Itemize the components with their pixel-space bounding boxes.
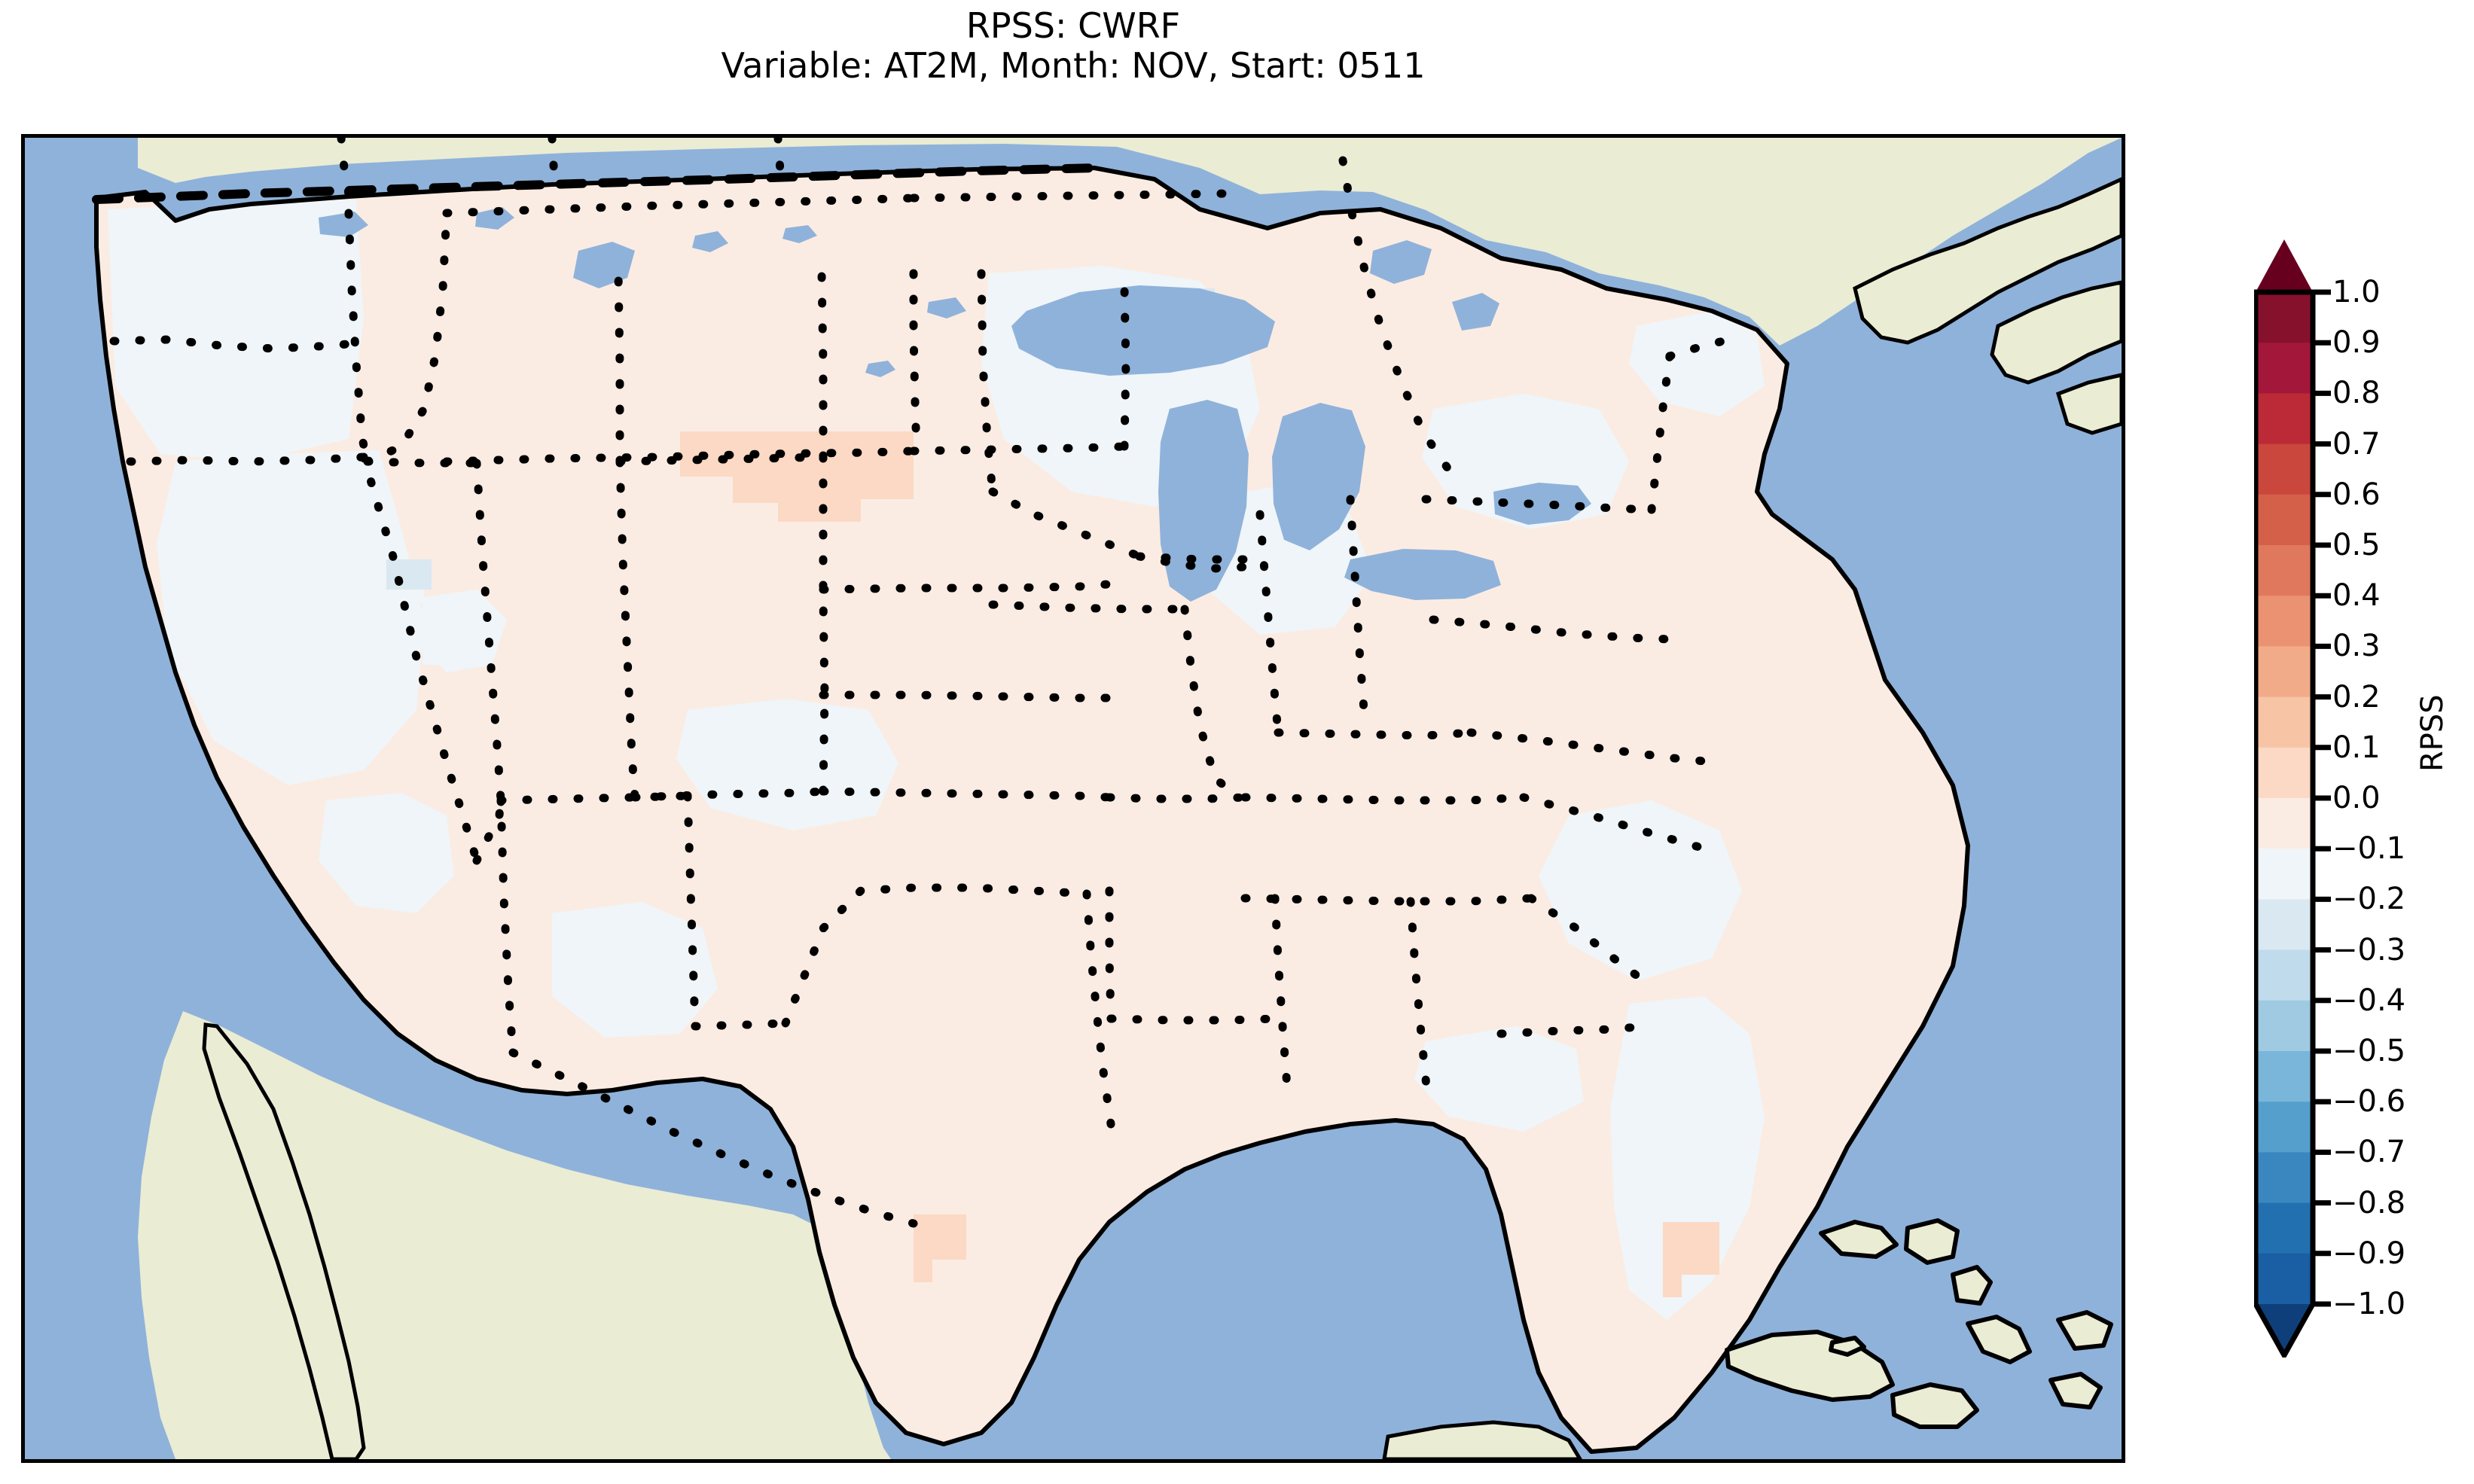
colorbar-tick-label: 0.7 — [2332, 426, 2381, 462]
colorbar-tick-label: 0.1 — [2332, 730, 2381, 765]
colorbar-tick-label: −0.9 — [2332, 1236, 2406, 1271]
colorbar-swatches — [2254, 239, 2331, 1358]
colorbar-tick-label: 1.0 — [2332, 275, 2381, 309]
map-canvas — [25, 138, 2122, 1459]
canada-province-borders — [337, 138, 1453, 474]
colorbar-band — [2256, 696, 2313, 748]
colorbar-band — [2256, 393, 2313, 445]
mexico-landmass — [138, 1011, 1582, 1459]
colorbar-extend-over — [2256, 239, 2313, 292]
colorbar-band — [2256, 545, 2313, 596]
colorbar-tick-label: −0.6 — [2332, 1084, 2406, 1120]
international-border — [92, 163, 1099, 204]
colorbar-tick-label: −0.7 — [2332, 1135, 2406, 1170]
colorbar-axis-label: RPSS — [2415, 694, 2450, 772]
colorbar-band — [2256, 949, 2313, 1001]
colorbar-band — [2256, 1102, 2313, 1153]
colorbar-band — [2256, 1000, 2313, 1052]
caribbean-islands — [1725, 1218, 2113, 1429]
colorbar-ticks — [2313, 289, 2331, 1307]
colorbar-band — [2256, 494, 2313, 546]
state-borders — [109, 189, 1740, 1228]
colorbar-tick-label: 0.6 — [2332, 477, 2381, 512]
colorbar-tick-label: −0.3 — [2332, 932, 2406, 967]
colorbar-tick-label: −0.1 — [2332, 831, 2406, 867]
figure-title: RPSS: CWRF Variable: AT2M, Month: NOV, S… — [21, 5, 2125, 87]
colorbar-band — [2256, 747, 2313, 799]
great-lakes — [319, 207, 1591, 602]
colorbar-band — [2256, 1202, 2313, 1254]
canada-landmass — [138, 138, 2122, 435]
colorbar-band — [2256, 443, 2313, 495]
colorbar-extend-under — [2256, 1304, 2313, 1357]
colorbar-band — [2256, 1253, 2313, 1305]
colorbar-band — [2256, 1152, 2313, 1204]
colorbar: 1.0 0.9 0.8 0.7 0.6 0.5 0.4 0.3 0.2 0.1 0.0 −0.1 −0.… — [2254, 239, 2474, 1358]
colorbar-band — [2256, 798, 2313, 849]
map-plot-area — [21, 134, 2125, 1463]
colorbar-tick-label: 0.2 — [2332, 679, 2381, 715]
colorbar-tick-label: 0.0 — [2332, 781, 2381, 815]
us-coastline — [94, 166, 1970, 1454]
colorbar-band — [2256, 343, 2313, 394]
colorbar-band — [2256, 849, 2313, 900]
colorbar-tick-label: 0.9 — [2332, 325, 2381, 361]
colorbar-tick-label: −0.8 — [2332, 1185, 2406, 1220]
colorbar-band — [2256, 292, 2313, 343]
colorbar-tick-label: 0.8 — [2332, 376, 2381, 411]
colorbar-tick-label: −0.5 — [2332, 1034, 2406, 1068]
colorbar-tick-label: 0.3 — [2332, 629, 2381, 664]
colorbar-tick-label: 0.4 — [2332, 578, 2381, 614]
title-line-2: Variable: AT2M, Month: NOV, Start: 0511 — [721, 45, 1426, 87]
title-line-1: RPSS: CWRF — [966, 5, 1181, 46]
rpss-data-raster — [96, 168, 1968, 1452]
colorbar-band — [2256, 1051, 2313, 1102]
colorbar-band — [2256, 899, 2313, 951]
colorbar-band — [2256, 646, 2313, 698]
colorbar-tick-label: −0.4 — [2332, 983, 2406, 1018]
colorbar-tick-label: −0.2 — [2332, 882, 2406, 917]
colorbar-tick-label: −1.0 — [2332, 1287, 2406, 1321]
colorbar-tick-label: 0.5 — [2332, 528, 2381, 562]
colorbar-band — [2256, 596, 2313, 647]
